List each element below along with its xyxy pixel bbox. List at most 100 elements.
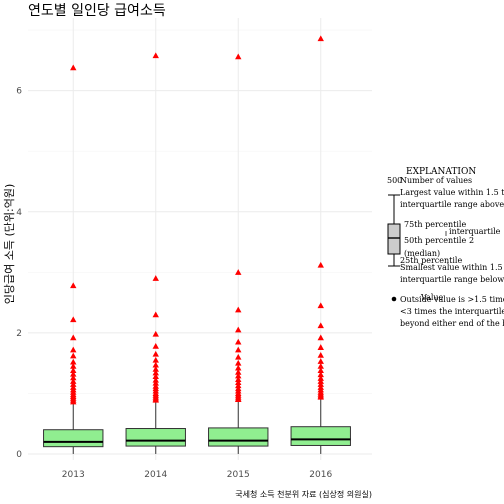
outlier-point <box>70 398 77 405</box>
outlier-point <box>70 316 77 323</box>
x-tick-label: 2014 <box>144 470 167 480</box>
outlier-point <box>317 334 324 341</box>
legend-heading: EXPLANATION <box>406 167 476 177</box>
legend-box <box>387 223 401 255</box>
outlier-point <box>235 269 242 275</box>
outlier-point <box>317 352 324 358</box>
outlier-point <box>235 379 242 386</box>
legend-outside-overlap: Value <box>420 293 444 302</box>
legend-largest-2: interquartile range above <box>400 200 504 209</box>
outlier-point <box>70 358 77 365</box>
legend-p25: 25th percentile <box>400 256 462 265</box>
outlier-point <box>152 275 159 281</box>
outlier-point <box>317 381 324 387</box>
legend-outside-2: <3 times the interquartile range <box>400 307 504 316</box>
outlier-point <box>152 342 159 349</box>
outlier-point <box>152 311 159 318</box>
legend-iqr-sub: 2 <box>469 236 474 245</box>
y-tick-label: 6 <box>16 87 22 97</box>
y-tick-label: 4 <box>16 208 22 218</box>
legend-smallest-2: interquartile range below <box>400 275 504 284</box>
outlier-point <box>70 374 77 381</box>
legend-p50-1: 50th percentile <box>404 236 466 245</box>
outlier-point <box>70 370 77 377</box>
outlier-point <box>235 53 242 60</box>
outlier-point <box>152 365 159 372</box>
outlier-point <box>152 396 159 403</box>
outlier-point <box>70 378 77 384</box>
outlier-point <box>235 376 242 383</box>
outlier-point <box>235 346 242 353</box>
outlier-point <box>317 367 324 373</box>
outlier-point <box>152 376 159 383</box>
outlier-point <box>317 378 324 384</box>
outlier-point <box>235 369 242 375</box>
outlier-point <box>152 330 159 337</box>
x-tick-label: 2015 <box>227 470 250 480</box>
outlier-point <box>70 367 77 373</box>
outlier-point <box>152 52 159 59</box>
y-axis-label: 인당급여 소득 (단위:억원) <box>3 184 16 304</box>
outlier-point <box>235 306 242 313</box>
outlier-point <box>152 361 159 368</box>
outlier-point <box>70 381 77 387</box>
x-tick-label: 2016 <box>309 470 332 480</box>
chart-title: 연도별 일인당 급여소득 <box>28 3 166 19</box>
outlier-point <box>152 373 159 380</box>
outlier-point <box>70 346 77 353</box>
legend-iqr: interquartile <box>449 227 501 236</box>
outlier-point <box>235 338 242 345</box>
outlier-point <box>317 344 324 350</box>
x-tick-label: 2013 <box>62 470 85 480</box>
outlier-point <box>235 326 242 333</box>
outlier-point <box>235 372 242 379</box>
outlier-point <box>235 364 242 371</box>
box-2014 <box>125 401 186 454</box>
outlier-point <box>317 302 324 309</box>
y-axis-ticks: 0 2 4 6 <box>16 87 22 460</box>
outlier-point <box>152 379 159 386</box>
boxes <box>43 398 351 454</box>
outlier-point <box>317 322 324 329</box>
outlier-point <box>317 35 324 42</box>
outlier-point <box>152 350 159 357</box>
outlier-point <box>70 352 77 359</box>
box-iqr <box>290 426 351 446</box>
box-2013 <box>43 403 104 454</box>
box-2015 <box>208 400 269 454</box>
outlier-point <box>317 371 324 378</box>
chart-caption: 국세청 소득 천분위 자료 (심상정 의원실) <box>235 489 372 499</box>
outlier-point <box>235 359 242 366</box>
y-tick-label: 0 <box>16 450 22 460</box>
outlier-point <box>70 282 77 289</box>
explanation-legend: EXPLANATION 500 Number of values Largest… <box>387 167 504 328</box>
outlier-point <box>235 382 242 389</box>
legend-largest-1: Largest value within 1.5 times <box>400 188 504 197</box>
box-iqr <box>208 427 269 447</box>
legend-outside-1: Outside value is >1.5 times and <box>400 295 504 304</box>
legend-count: 500 <box>387 176 402 185</box>
legend-smallest-1: Smallest value within 1.5 times <box>400 263 504 272</box>
outlier-point <box>70 334 77 341</box>
box-iqr <box>43 429 104 448</box>
y-tick-label: 2 <box>16 329 22 339</box>
box-iqr <box>125 428 186 447</box>
outlier-point <box>317 362 324 369</box>
legend-p75: 75th percentile <box>404 220 466 229</box>
outlier-points <box>70 35 324 405</box>
outlier-point <box>70 64 77 71</box>
box-2016 <box>290 398 351 454</box>
outlier-point <box>70 362 77 369</box>
legend-outside-point <box>391 296 397 302</box>
outlier-point <box>152 369 159 376</box>
legend-p50-2: (median) <box>404 249 440 258</box>
x-axis-ticks: 2013 2014 2015 2016 <box>62 470 333 480</box>
outlier-point <box>317 358 324 364</box>
outlier-point <box>317 375 324 381</box>
outlier-point <box>152 356 159 363</box>
legend-outside-3: beyond either end of the box <box>400 319 504 328</box>
outlier-point <box>235 396 242 403</box>
outlier-point <box>317 261 324 268</box>
outlier-point <box>317 393 324 400</box>
